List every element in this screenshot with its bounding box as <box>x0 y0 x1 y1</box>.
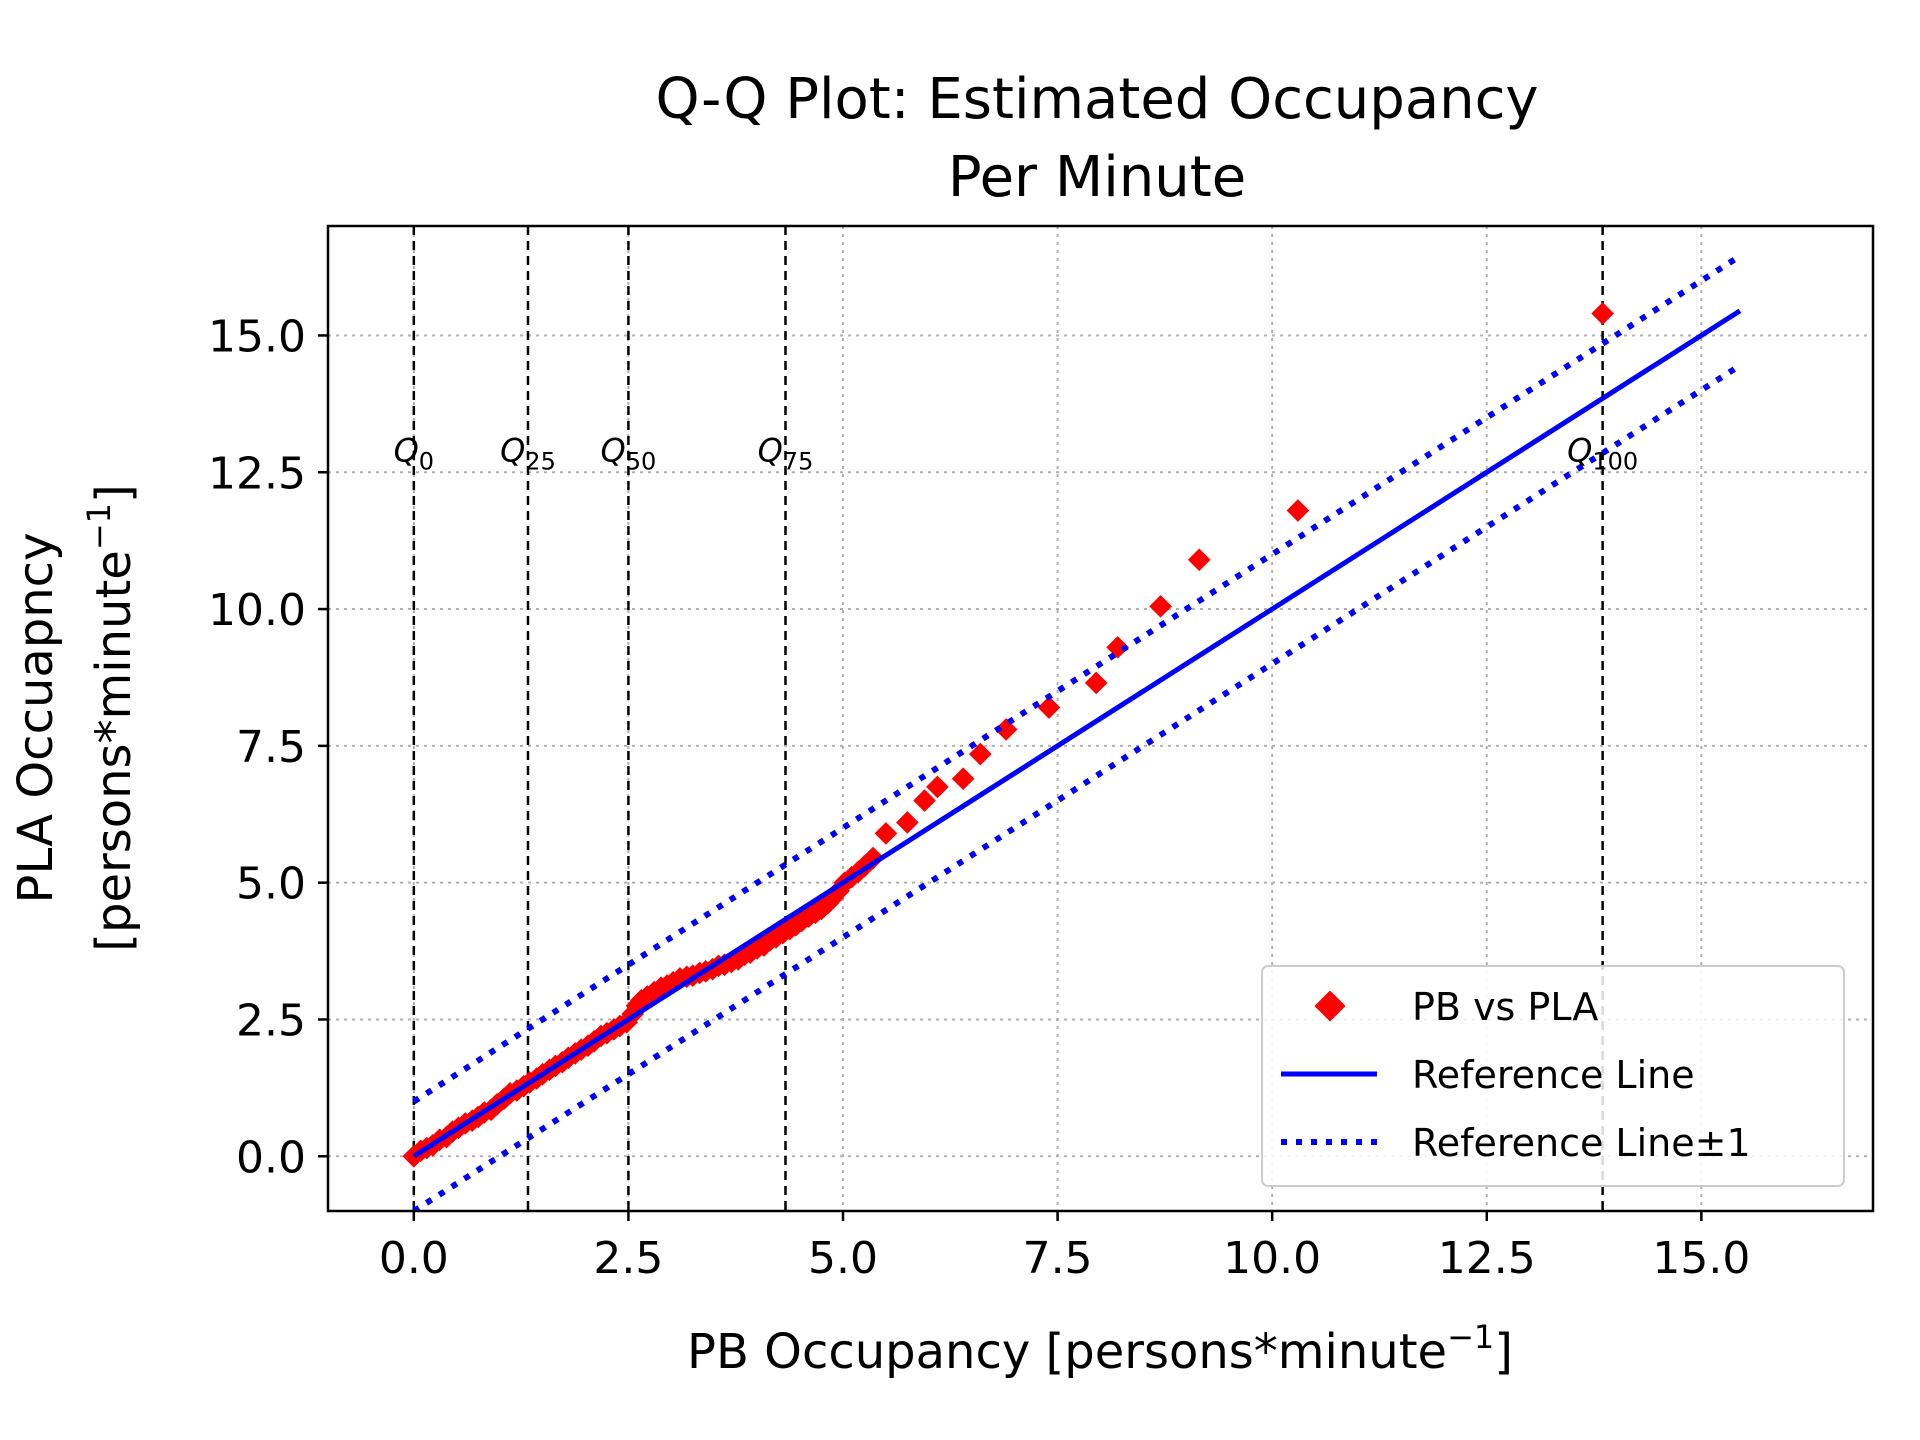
x-tick-label-3: 7.5 <box>1023 1233 1093 1284</box>
legend-label-reference: Reference Line <box>1412 1053 1695 1097</box>
x-tick-label-6: 15.0 <box>1652 1233 1750 1284</box>
chart-title-line-2: Per Minute <box>948 145 1246 210</box>
x-tick-label-0: 0.0 <box>379 1233 449 1284</box>
y-axis-label-line-2-sup: −1 <box>80 503 118 550</box>
x-tick-label-1: 2.5 <box>593 1233 663 1284</box>
reference-lines <box>412 253 1742 1211</box>
y-axis-label-line-1: PLA Occuapncy <box>8 533 64 904</box>
y-axis-label-line-2-end: ] <box>86 484 142 503</box>
quantile-label-100: Q100 <box>1567 431 1638 475</box>
legend: PB vs PLA Reference Line Reference Line±… <box>1261 965 1845 1187</box>
quantile-label-0: Q0 <box>394 431 434 475</box>
y-tick-label-4: 10.0 <box>208 585 306 636</box>
plot-area-frame <box>326 224 1875 1213</box>
x-tick-label-5: 12.5 <box>1438 1233 1536 1284</box>
quantile-labels: Q0 Q25 Q50 Q75 Q100 <box>394 431 1639 475</box>
quantile-label-25: Q25 <box>500 431 556 475</box>
y-tick-label-6: 15.0 <box>208 311 306 362</box>
reference-line-minus-1 <box>412 363 1742 1211</box>
x-axis-ticks: 0.0 2.5 5.0 7.5 10.0 12.5 15.0 <box>379 1211 1750 1284</box>
y-axis-ticks: 0.0 2.5 5.0 7.5 10.0 12.5 15.0 <box>208 311 328 1183</box>
x-axis-label-sup: −1 <box>1447 1318 1494 1356</box>
quantile-label-50: Q50 <box>601 431 657 475</box>
x-tick-label-2: 5.0 <box>808 1233 878 1284</box>
legend-label-scatter: PB vs PLA <box>1412 985 1598 1029</box>
y-axis-label-line-2-main: [persons*minute <box>86 550 142 952</box>
y-tick-label-1: 2.5 <box>236 995 306 1046</box>
y-tick-label-2: 5.0 <box>236 859 306 910</box>
grid-lines <box>328 226 1873 1211</box>
quantile-label-75: Q75 <box>758 431 814 475</box>
x-axis-label: PB Occupancy [persons*minute−1] <box>687 1318 1513 1380</box>
reference-line-plus-1 <box>412 253 1742 1105</box>
legend-label-reference-band: Reference Line±1 <box>1412 1121 1751 1165</box>
legend-frame <box>1261 965 1845 1187</box>
y-tick-label-0: 0.0 <box>236 1132 306 1183</box>
y-axis-label-line-2: [persons*minute−1] <box>80 484 142 951</box>
x-tick-label-4: 10.0 <box>1223 1233 1321 1284</box>
y-tick-label-5: 12.5 <box>208 448 306 499</box>
x-axis-label-main: PB Occupancy [persons*minute <box>687 1324 1447 1380</box>
chart-title-line-1: Q-Q Plot: Estimated Occupancy <box>655 67 1538 132</box>
x-axis-label-end: ] <box>1494 1324 1513 1380</box>
y-tick-label-3: 7.5 <box>236 722 306 773</box>
reference-line <box>412 308 1742 1159</box>
